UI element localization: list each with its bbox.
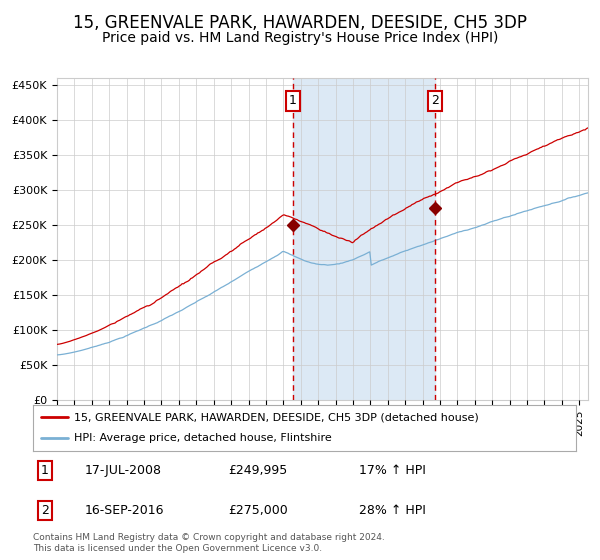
- Text: 28% ↑ HPI: 28% ↑ HPI: [359, 504, 425, 517]
- Text: 2: 2: [431, 95, 439, 108]
- Text: 15, GREENVALE PARK, HAWARDEN, DEESIDE, CH5 3DP: 15, GREENVALE PARK, HAWARDEN, DEESIDE, C…: [73, 14, 527, 32]
- Text: 16-SEP-2016: 16-SEP-2016: [85, 504, 164, 517]
- Bar: [293, 78, 435, 400]
- Text: Contains HM Land Registry data © Crown copyright and database right 2024.
This d: Contains HM Land Registry data © Crown c…: [33, 533, 385, 553]
- Text: £249,995: £249,995: [229, 464, 288, 477]
- Text: 15, GREENVALE PARK, HAWARDEN, DEESIDE, CH5 3DP (detached house): 15, GREENVALE PARK, HAWARDEN, DEESIDE, C…: [74, 412, 478, 422]
- Text: 1: 1: [289, 95, 296, 108]
- Text: Price paid vs. HM Land Registry's House Price Index (HPI): Price paid vs. HM Land Registry's House …: [102, 31, 498, 45]
- Text: £275,000: £275,000: [229, 504, 288, 517]
- Text: 17% ↑ HPI: 17% ↑ HPI: [359, 464, 425, 477]
- Text: 2: 2: [41, 504, 49, 517]
- Text: 1: 1: [41, 464, 49, 477]
- Text: HPI: Average price, detached house, Flintshire: HPI: Average price, detached house, Flin…: [74, 433, 331, 444]
- Text: 17-JUL-2008: 17-JUL-2008: [85, 464, 161, 477]
